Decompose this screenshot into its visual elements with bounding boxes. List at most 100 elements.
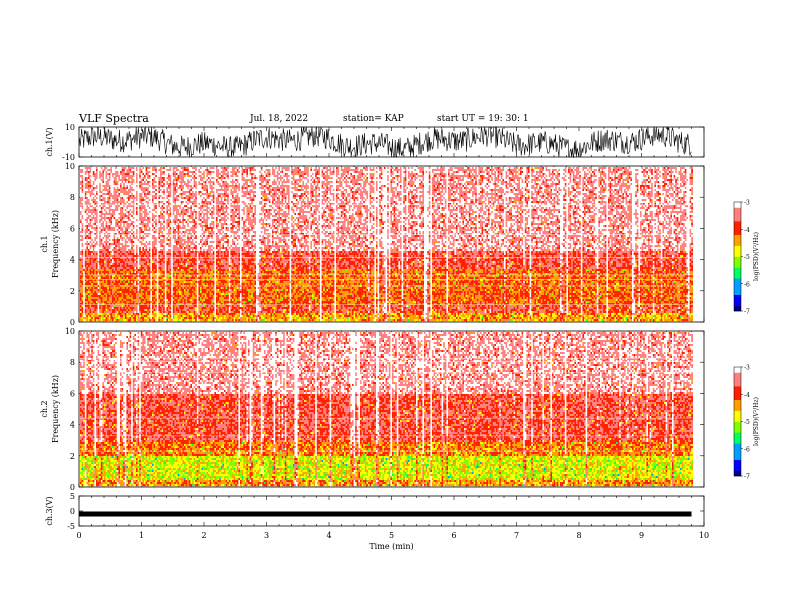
spectrogram-cell (90, 247, 92, 249)
spectrogram-cell (85, 291, 87, 293)
spectrogram-cell (88, 287, 90, 289)
spectrogram-cell (85, 267, 87, 269)
spectrogram-cell (96, 201, 98, 203)
spectrogram-cell (90, 217, 92, 219)
spectrogram-cell (88, 205, 90, 207)
spectrogram-cell (90, 177, 92, 179)
spectrogram-cell (80, 191, 82, 193)
spectrogram-cell (83, 301, 85, 303)
spectrogram-cell (85, 251, 87, 253)
spectrogram-cell (93, 227, 95, 229)
spectrogram-cell (88, 229, 90, 231)
spectrogram-cell (83, 277, 85, 279)
spectrogram-cell (93, 247, 95, 249)
spectrogram-cell (80, 243, 82, 245)
y-tick-label: 10 (65, 327, 75, 336)
spectrogram-cell (82, 215, 84, 217)
spectrogram-cell (86, 183, 88, 185)
spectrogram-cell (82, 291, 84, 293)
spectrogram-cell (85, 247, 87, 249)
spectrogram-cell (91, 191, 93, 193)
spectrogram-cell (93, 183, 95, 185)
spectrogram-cell (90, 237, 92, 239)
spectrogram-cell (80, 301, 82, 303)
spectrogram-cell (96, 173, 98, 175)
spectrogram-cell (83, 217, 85, 219)
spectrogram-cell (85, 269, 87, 271)
spectrogram-cell (90, 197, 92, 199)
spectrogram-cell (80, 197, 82, 199)
spectrogram-cell (82, 241, 84, 243)
spectrogram-cell (86, 201, 88, 203)
spectrogram-cell (86, 189, 88, 191)
spectrogram-cell (85, 187, 87, 189)
spectrogram-cell (80, 307, 82, 309)
spectrogram-cell (83, 169, 85, 171)
spectrogram-cell (80, 281, 82, 283)
spectrogram-cell (90, 293, 92, 295)
spectrogram-cell (90, 205, 92, 207)
spectrogram-cell (88, 297, 90, 299)
spectrogram-cell (93, 213, 95, 215)
spectrogram-cell (96, 179, 98, 181)
spectrogram-cell (90, 185, 92, 187)
spectrogram-cell (93, 235, 95, 237)
spectrogram-cell (93, 269, 95, 271)
spectrogram-cell (91, 247, 93, 249)
spectrogram-cell (85, 201, 87, 203)
panel-frame-3 (79, 496, 704, 526)
spectrogram-cell (83, 205, 85, 207)
spectrogram-cell (88, 249, 90, 251)
y-tick-label: 4 (70, 421, 75, 430)
spectrogram-cell (82, 235, 84, 237)
spectrogram-cell (86, 271, 88, 273)
spectrogram-cell (94, 211, 96, 213)
spectrogram-cell (90, 195, 92, 197)
spectrogram-cell (86, 319, 88, 321)
spectrogram-cell (93, 189, 95, 191)
spectrogram-cell (80, 241, 82, 243)
spectrogram-cell (91, 289, 93, 291)
spectrogram-cell (83, 225, 85, 227)
spectrogram-cell (85, 309, 87, 311)
spectrogram-cell (94, 183, 96, 185)
spectrogram-cell (93, 301, 95, 303)
spectrogram-cell (83, 183, 85, 185)
spectrogram-cell (85, 295, 87, 297)
spectrogram-cell (91, 175, 93, 177)
spectrogram-cell (90, 311, 92, 313)
spectrogram-cell (83, 313, 85, 315)
spectrogram-cell (94, 213, 96, 215)
spectrogram-cell (86, 283, 88, 285)
spectrogram-cell (86, 249, 88, 251)
spectrogram-cell (85, 193, 87, 195)
spectrogram-cell (83, 265, 85, 267)
spectrogram-cell (85, 169, 87, 171)
spectrogram-cell (91, 183, 93, 185)
spectrogram-cell (93, 265, 95, 267)
spectrogram-cell (90, 255, 92, 257)
spectrogram-cell (93, 249, 95, 251)
y-axis-label: ch.1(V) (45, 127, 54, 156)
spectrogram-cell (86, 239, 88, 241)
spectrogram-cell (82, 251, 84, 253)
spectrogram-cell (82, 209, 84, 211)
spectrogram-cell (88, 219, 90, 221)
spectrogram-cell (82, 193, 84, 195)
spectrogram-cell (86, 241, 88, 243)
spectrogram-cell (83, 309, 85, 311)
spectrogram-cell (93, 185, 95, 187)
spectrogram-cell (83, 179, 85, 181)
spectrogram-cell (91, 315, 93, 317)
spectrogram-cell (90, 223, 92, 225)
spectrogram-cell (96, 185, 98, 187)
spectrogram-cell (93, 267, 95, 269)
spectrogram-cell (88, 271, 90, 273)
spectrogram-cell (88, 231, 90, 233)
spectrogram-cell (85, 261, 87, 263)
spectrogram-cell (88, 299, 90, 301)
spectrogram-cell (80, 199, 82, 201)
spectrogram-cell (94, 231, 96, 233)
spectrogram-cell (85, 219, 87, 221)
spectrogram-cell (91, 283, 93, 285)
